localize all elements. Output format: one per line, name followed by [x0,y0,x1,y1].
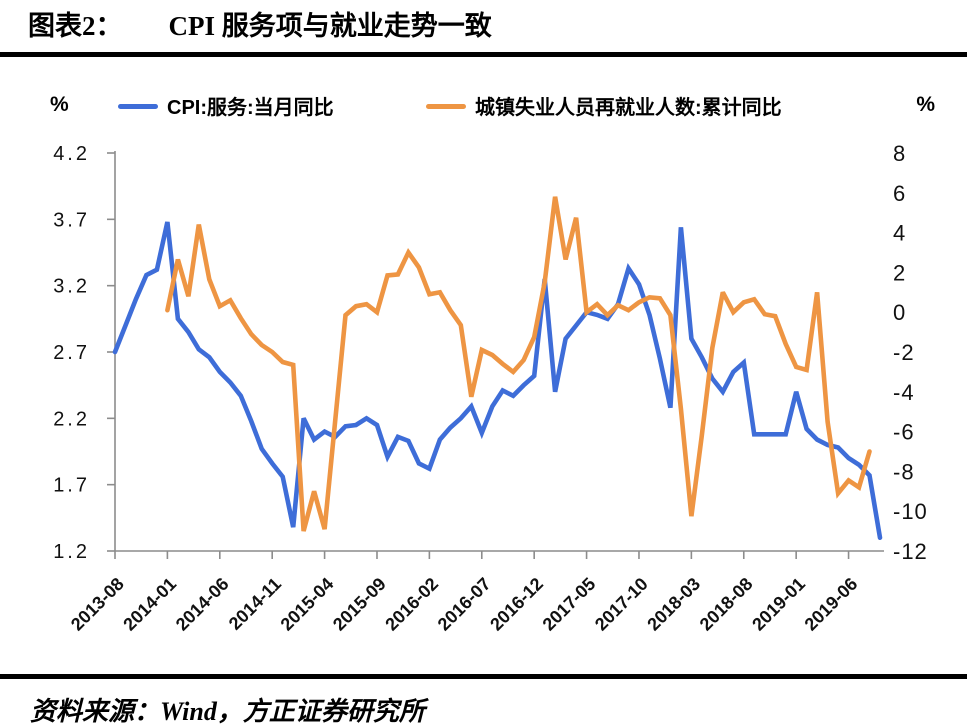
figure-number: 图表2： [28,11,123,41]
left-axis-tick-label: 1.2 [53,541,90,563]
right-axis-tick-label: -8 [893,459,915,484]
x-axis-tick-label: 2019-01 [748,574,809,635]
right-axis-tick-label: 6 [893,181,906,206]
x-axis-tick-label: 2016-12 [486,574,547,635]
x-axis-tick-label: 2017-10 [591,574,652,635]
source-note: 资料来源：Wind，方正证券研究所 [30,697,425,726]
x-axis-tick-label: 2018-08 [696,574,757,635]
legend-label: CPI:服务:当月同比 [167,97,334,119]
legend: % CPI:服务:当月同比 城镇失业人员再就业人数:累计同比 % [0,89,967,121]
x-axis-tick-label: 2015-09 [329,574,390,635]
x-axis-tick-label: 2014-11 [225,574,285,634]
cpi-employment-chart: 4.2 3.7 3.2 2.7 2.2 1.7 1.2 8 6 4 2 0 -2 -4 -6 -8 -10 -12… [53,141,928,635]
x-axis-tick-label: 2014-06 [172,574,233,635]
left-axis-tick-label: 3.7 [53,209,90,231]
x-axis-tick-label: 2017-05 [539,574,600,635]
legend-label: 城镇失业人员再就业人数:累计同比 [475,97,782,119]
left-axis-tick-label: 2.7 [53,342,90,364]
right-axis-tick-label: -6 [893,420,915,445]
x-axis-tick-label: 2019-06 [801,574,862,635]
left-axis-unit: % [50,93,69,116]
x-axis-tick-label: 2016-02 [381,574,442,635]
left-axis-tick-label: 1.7 [53,475,90,497]
x-axis-tick-label: 2015-04 [277,574,338,635]
left-axis-tick-label: 2.2 [53,408,90,430]
bottom-divider [0,674,967,679]
right-axis-tick-label: -2 [893,340,915,365]
top-divider [0,52,967,57]
cpi-services-line [112,221,883,541]
x-axis-tick-label: 2013-08 [67,574,128,635]
right-axis-tick-label: -10 [893,499,928,524]
x-axis-tick-label: 2014-01 [119,574,180,635]
right-axis-tick-label: 8 [893,141,906,166]
left-axis-tick-label: 3.2 [53,276,90,298]
right-axis-tick-label: -4 [893,380,915,405]
x-axis-tick-label: 2018-03 [643,574,704,635]
right-axis-tick-label: 0 [893,300,906,325]
legend-item-cpi-services: CPI:服务:当月同比 [118,91,334,120]
right-axis-tick-label: -12 [893,539,928,564]
page-title: CPI 服务项与就业走势一致 [168,11,492,41]
right-axis-unit: % [916,93,935,116]
x-axis-tick-label: 2016-07 [434,574,495,635]
legend-item-reemployment: 城镇失业人员再就业人数:累计同比 [426,91,782,120]
chart-area: 4.2 3.7 3.2 2.7 2.2 1.7 1.2 8 6 4 2 0 -2 -4 -6 -8 -10 -12… [0,57,967,669]
blue-line-swatch-icon [118,104,158,110]
reemployment-line [165,196,872,532]
right-axis-tick-label: 4 [893,221,906,246]
left-axis-tick-label: 4.2 [53,143,90,165]
right-axis-tick-label: 2 [893,260,906,285]
orange-line-swatch-icon [426,104,466,110]
chart-title-row: 图表2： CPI 服务项与就业走势一致 [0,0,967,47]
